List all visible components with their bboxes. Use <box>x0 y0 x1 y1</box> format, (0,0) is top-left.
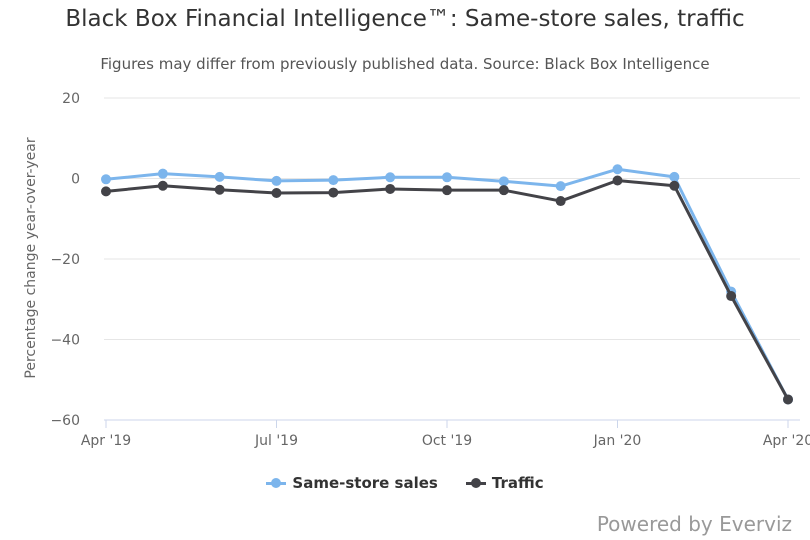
y-tick-label: −20 <box>50 252 80 268</box>
data-point-same-store-sales <box>555 181 566 192</box>
data-point-traffic <box>498 185 509 196</box>
x-tick-label: Jan '20 <box>593 433 642 449</box>
legend-marker-traffic <box>465 477 486 489</box>
legend-label-traffic: Traffic <box>491 474 544 492</box>
y-tick-label: −40 <box>50 333 80 349</box>
x-tick-label: Apr '19 <box>81 433 131 449</box>
x-tick-label: Oct '19 <box>422 433 472 449</box>
data-point-same-store-sales <box>101 174 111 185</box>
data-point-same-store-sales <box>669 171 680 182</box>
legend-item-same-store-sales[interactable]: Same-store sales <box>266 474 438 492</box>
data-point-same-store-sales <box>442 172 452 183</box>
data-point-traffic <box>101 186 111 197</box>
data-point-traffic <box>385 183 396 194</box>
y-tick-label: −60 <box>50 413 80 429</box>
data-point-traffic <box>328 187 339 198</box>
data-point-same-store-sales <box>157 168 168 179</box>
data-point-traffic <box>612 175 623 186</box>
data-point-traffic <box>157 180 168 191</box>
series-line-same-store-sales <box>104 167 790 401</box>
data-point-traffic <box>442 185 452 196</box>
legend: Same-store sales Traffic <box>0 474 810 492</box>
data-point-traffic <box>555 196 566 207</box>
data-point-same-store-sales <box>498 176 509 187</box>
data-point-traffic <box>271 187 282 198</box>
data-point-traffic <box>726 291 737 302</box>
x-axis: Apr '19 Jul '19 Oct '19 Jan '20 Apr '20 <box>81 419 810 449</box>
data-point-same-store-sales <box>271 175 282 186</box>
y-axis: 20 0 −20 −40 −60 <box>50 91 80 429</box>
series-layer <box>101 164 793 405</box>
data-point-same-store-sales <box>385 172 396 183</box>
legend-label-same-store-sales: Same-store sales <box>292 474 438 492</box>
data-point-traffic <box>214 184 225 195</box>
data-point-traffic <box>783 394 793 405</box>
x-tick-label: Jul '19 <box>254 433 298 449</box>
legend-item-traffic[interactable]: Traffic <box>465 474 544 492</box>
data-point-same-store-sales <box>214 171 225 182</box>
legend-marker-same-store-sales <box>266 477 287 489</box>
data-point-same-store-sales <box>612 164 623 175</box>
credits-link[interactable]: Powered by Everviz <box>596 512 792 536</box>
grid-lines <box>104 97 800 421</box>
data-point-traffic <box>669 180 680 191</box>
series-line-traffic <box>104 179 790 401</box>
y-tick-label: 20 <box>62 91 80 107</box>
y-tick-label: 0 <box>71 172 80 188</box>
y-axis-label: Percentage change year-over-year <box>23 137 39 378</box>
x-tick-label: Apr '20 <box>763 433 810 449</box>
data-point-same-store-sales <box>328 175 339 186</box>
chart-subtitle: Figures may differ from previously publi… <box>100 55 710 73</box>
chart-title: Black Box Financial Intelligence™: Same-… <box>65 6 745 32</box>
